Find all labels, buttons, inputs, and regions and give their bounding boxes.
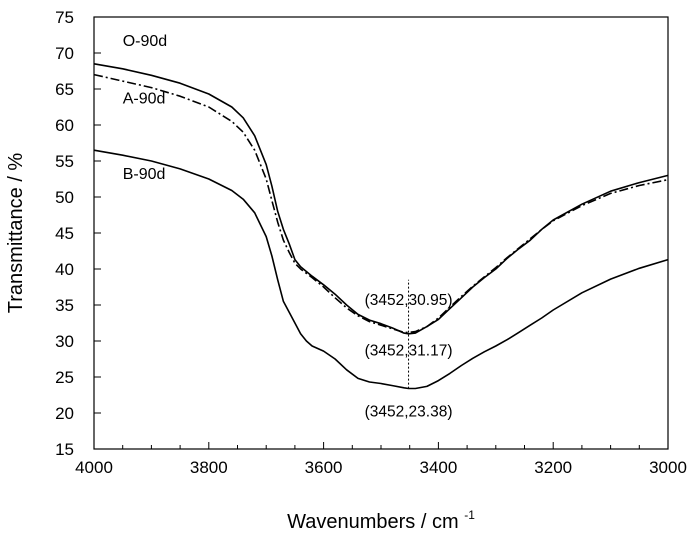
y-tick-label: 15 — [55, 440, 74, 459]
y-tick-label: 20 — [55, 404, 74, 423]
y-axis: 15 20 25 30 35 40 45 50 55 60 65 70 75 — [55, 8, 101, 459]
point-annotation: (3452,30.95) — [365, 292, 453, 309]
x-axis-title-text: Wavenumbers / cm — [287, 511, 459, 533]
series-line-b-90d — [93, 149, 669, 390]
x-axis-title: Wavenumbers / cm -1 — [287, 508, 475, 533]
series-label: O-90d — [123, 33, 167, 50]
x-tick-label: 3400 — [419, 458, 457, 477]
y-tick-label: 45 — [55, 224, 74, 243]
y-tick-label: 70 — [55, 44, 74, 63]
x-tick-label: 3600 — [305, 458, 343, 477]
x-tick-label: 3200 — [534, 458, 572, 477]
x-tick-label: 3000 — [649, 458, 687, 477]
y-axis-title: Transmittance / % — [5, 153, 27, 314]
y-tick-label: 75 — [55, 8, 74, 27]
point-annotation: (3452,31.17) — [365, 342, 453, 359]
series-line-a-90d — [93, 73, 669, 334]
x-tick-label: 4000 — [75, 458, 113, 477]
y-tick-label: 35 — [55, 296, 74, 315]
y-tick-label: 55 — [55, 152, 74, 171]
y-tick-label: 50 — [55, 188, 74, 207]
y-tick-label: 40 — [55, 260, 74, 279]
annotation-layer: (3452,30.95) (3452,31.17) (3452,23.38) O-90… — [123, 33, 453, 421]
point-annotation: (3452,23.38) — [365, 404, 453, 421]
y-tick-label: 30 — [55, 332, 74, 351]
y-tick-label: 25 — [55, 368, 74, 387]
x-axis: 4000 3800 3600 3400 3200 3000 — [75, 442, 687, 477]
x-tick-label: 3800 — [190, 458, 228, 477]
y-tick-label: 60 — [55, 116, 74, 135]
series-label: B-90d — [123, 166, 166, 183]
series-label: A-90d — [123, 90, 166, 107]
x-axis-title-superscript: -1 — [464, 508, 475, 522]
series-layer — [93, 63, 669, 390]
y-tick-label: 65 — [55, 80, 74, 99]
